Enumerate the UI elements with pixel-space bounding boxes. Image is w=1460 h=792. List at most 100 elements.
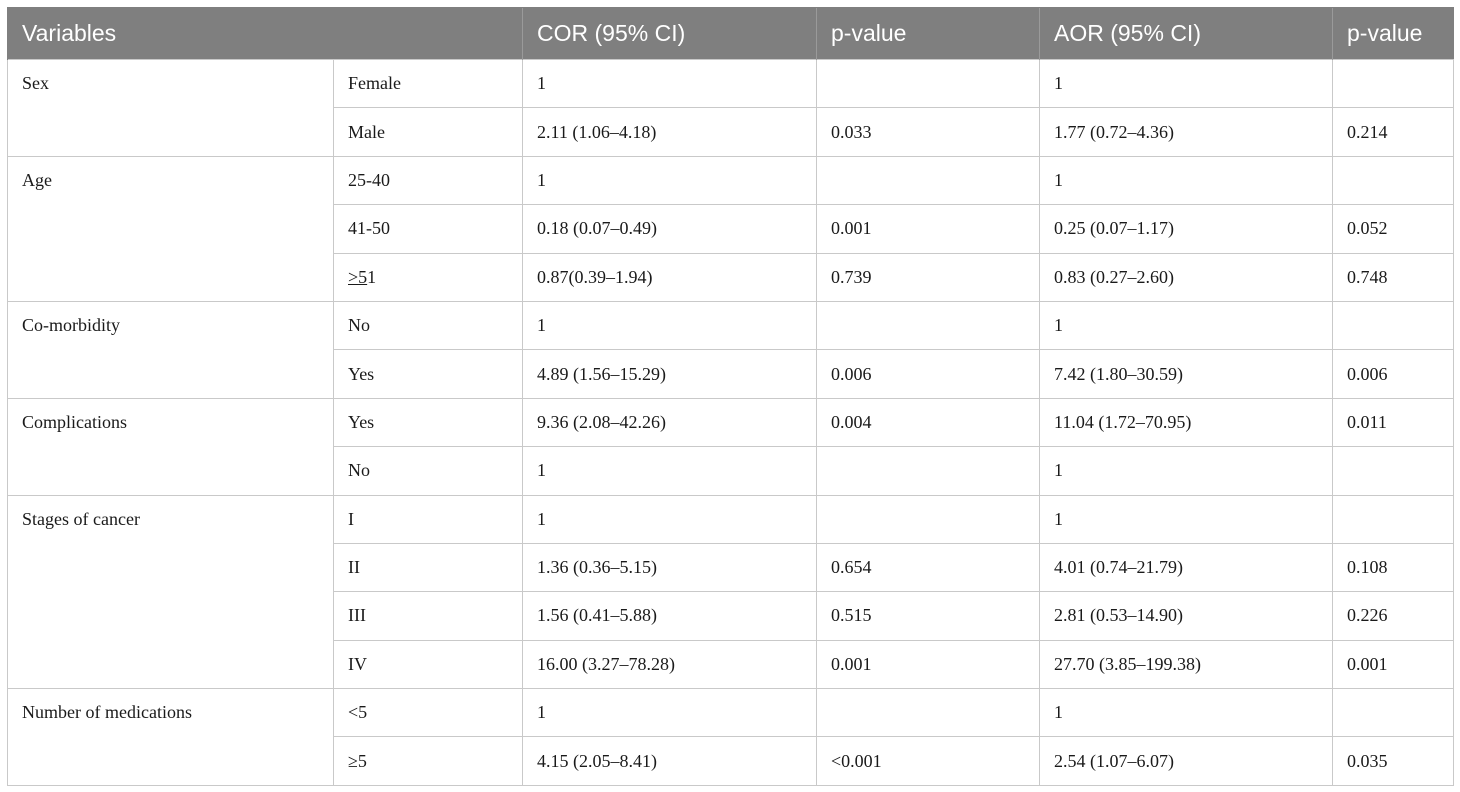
header-aor: AOR (95% CI) xyxy=(1039,7,1333,60)
p-value-cell: 0.001 xyxy=(816,639,1040,690)
table-row: No 1 1 xyxy=(8,446,1454,496)
aor-cell: 1.77 (0.72–4.36) xyxy=(1039,107,1333,157)
category-cell: 41-50 xyxy=(333,204,523,254)
p-value-cell: 0.748 xyxy=(1332,252,1454,302)
p-value-cell: 0.011 xyxy=(1332,397,1454,448)
category-cell: IV xyxy=(333,639,523,690)
cor-cell: 1 xyxy=(522,494,817,544)
table-row: Male 2.11 (1.06–4.18) 0.033 1.77 (0.72–4… xyxy=(8,107,1454,157)
table-row: 41-50 0.18 (0.07–0.49) 0.001 0.25 (0.07–… xyxy=(8,204,1454,254)
p-value-cell: 0.052 xyxy=(1332,204,1454,254)
header-p-value-cor: p-value xyxy=(816,7,1040,60)
p-value-cell: 0.739 xyxy=(816,252,1040,302)
table-row: Stages of cancer I 1 1 xyxy=(7,494,1454,690)
header-row: Variables COR (95% CI) p-value AOR (95% … xyxy=(7,7,1454,60)
cor-cell: 1 xyxy=(522,446,817,496)
aor-cell: 4.01 (0.74–21.79) xyxy=(1039,542,1333,593)
aor-cell: 1 xyxy=(1039,155,1333,206)
aor-cell: 2.54 (1.07–6.07) xyxy=(1039,736,1333,786)
cor-cell: 1 xyxy=(522,58,817,109)
p-value-cell: 0.108 xyxy=(1332,542,1454,593)
p-value-cell: <0.001 xyxy=(816,736,1040,786)
aor-cell: 1 xyxy=(1039,446,1333,496)
table-header: Variables COR (95% CI) p-value AOR (95% … xyxy=(7,7,1454,60)
cor-cell: 9.36 (2.08–42.26) xyxy=(522,397,817,448)
aor-cell: 1 xyxy=(1039,688,1333,738)
category-cell: III xyxy=(333,591,523,641)
category-cell: I xyxy=(333,494,523,544)
table-row: Number of medications <5 1 1 xyxy=(7,688,1454,786)
table-row: ≥5 4.15 (2.05–8.41) <0.001 2.54 (1.07–6.… xyxy=(8,736,1454,786)
p-value-cell: 0.006 xyxy=(816,349,1040,399)
variable-age: Age xyxy=(7,155,334,302)
table-row: Age 25-40 1 1 xyxy=(7,155,1454,302)
header-p-value-aor: p-value xyxy=(1332,7,1454,60)
variable-co-morbidity: Co-morbidity xyxy=(7,300,334,399)
category-underlined-part: >5 xyxy=(348,266,368,287)
header-cor: COR (95% CI) xyxy=(522,7,817,60)
category-cell: Male xyxy=(333,107,523,157)
table-row: II 1.36 (0.36–5.15) 0.654 4.01 (0.74–21.… xyxy=(8,542,1454,593)
category-cell: 25-40 xyxy=(333,155,523,206)
category-cell: No xyxy=(333,446,523,496)
category-cell: Yes xyxy=(333,349,523,399)
p-value-cell xyxy=(1332,300,1454,351)
cor-cell: 1 xyxy=(522,688,817,738)
p-value-cell: 0.226 xyxy=(1332,591,1454,641)
p-value-cell xyxy=(816,300,1040,351)
aor-cell: 0.83 (0.27–2.60) xyxy=(1039,252,1333,302)
aor-cell: 27.70 (3.85–199.38) xyxy=(1039,639,1333,690)
cor-cell: 4.89 (1.56–15.29) xyxy=(522,349,817,399)
cor-cell: 2.11 (1.06–4.18) xyxy=(522,107,817,157)
cor-cell: 1.56 (0.41–5.88) xyxy=(522,591,817,641)
cor-cell: 1.36 (0.36–5.15) xyxy=(522,542,817,593)
table-row: Co-morbidity No 1 1 xyxy=(7,300,1454,399)
table-row: Sex Female 1 1 xyxy=(7,58,1454,157)
p-value-cell xyxy=(1332,688,1454,738)
p-value-cell xyxy=(1332,446,1454,496)
p-value-cell: 0.006 xyxy=(1332,349,1454,399)
cor-cell: 1 xyxy=(522,300,817,351)
category-cell: II xyxy=(333,542,523,593)
category-rest-part: 1 xyxy=(367,266,377,287)
table-row: IV 16.00 (3.27–78.28) 0.001 27.70 (3.85–… xyxy=(8,639,1454,690)
p-value-cell: 0.654 xyxy=(816,542,1040,593)
variable-number-of-medications: Number of medications xyxy=(7,688,334,786)
table-row: Complications Yes 9.36 (2.08–42.26) 0.00… xyxy=(7,397,1454,496)
header-variables: Variables xyxy=(7,7,523,60)
p-value-cell: 0.001 xyxy=(816,204,1040,254)
cor-cell: 0.87(0.39–1.94) xyxy=(522,252,817,302)
variable-stages-of-cancer: Stages of cancer xyxy=(7,494,334,690)
category-cell: No xyxy=(333,300,523,351)
p-value-cell xyxy=(816,688,1040,738)
cor-cell: 16.00 (3.27–78.28) xyxy=(522,639,817,690)
p-value-cell: 0.004 xyxy=(816,397,1040,448)
aor-cell: 2.81 (0.53–14.90) xyxy=(1039,591,1333,641)
cor-cell: 4.15 (2.05–8.41) xyxy=(522,736,817,786)
category-cell: <5 xyxy=(333,688,523,738)
odds-ratio-table: Variables COR (95% CI) p-value AOR (95% … xyxy=(7,7,1454,786)
variable-sex: Sex xyxy=(7,59,334,157)
category-cell: ≥5 xyxy=(333,736,523,786)
category-cell: Female xyxy=(333,58,523,109)
aor-cell: 1 xyxy=(1039,58,1333,109)
p-value-cell xyxy=(816,446,1040,496)
p-value-cell: 0.035 xyxy=(1332,736,1454,786)
p-value-cell: 0.214 xyxy=(1332,107,1454,157)
p-value-cell xyxy=(1332,155,1454,206)
p-value-cell xyxy=(1332,58,1454,109)
aor-cell: 0.25 (0.07–1.17) xyxy=(1039,204,1333,254)
aor-cell: 11.04 (1.72–70.95) xyxy=(1039,397,1333,448)
table-row: >51 0.87(0.39–1.94) 0.739 0.83 (0.27–2.6… xyxy=(8,252,1454,302)
p-value-cell: 0.033 xyxy=(816,107,1040,157)
category-cell: Yes xyxy=(333,397,523,448)
p-value-cell: 0.515 xyxy=(816,591,1040,641)
category-cell: >51 xyxy=(333,252,523,302)
p-value-cell xyxy=(816,155,1040,206)
cor-cell: 1 xyxy=(522,155,817,206)
aor-cell: 1 xyxy=(1039,300,1333,351)
p-value-cell xyxy=(1332,494,1454,544)
aor-cell: 1 xyxy=(1039,494,1333,544)
p-value-cell: 0.001 xyxy=(1332,639,1454,690)
